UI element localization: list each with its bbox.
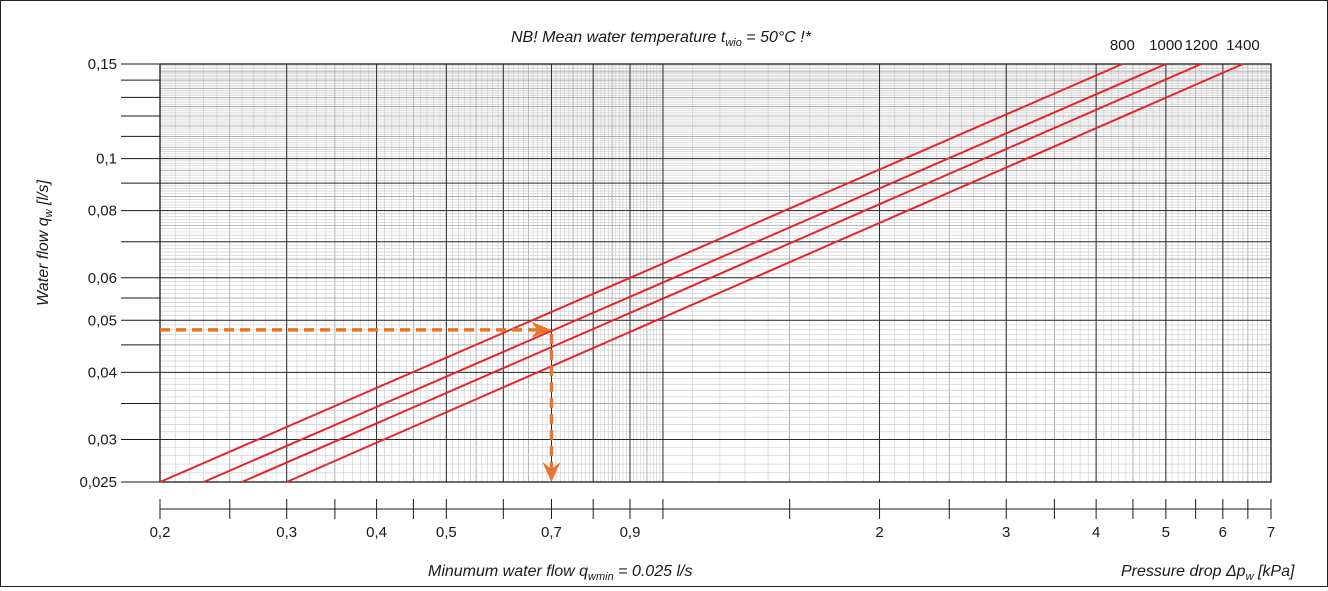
x-tick-label: 4 [1092,524,1100,541]
series-line-800 [159,63,1123,483]
example-reading [160,321,561,482]
axes [121,63,1272,519]
series-line-1200 [241,63,1202,483]
x-tick-label: 0,3 [276,524,297,541]
y-axis-label: Water flow qw [l/s] [35,179,55,305]
minor-grid [159,63,1272,483]
series-label-800: 800 [1110,37,1135,54]
series-label-1200: 1200 [1185,37,1218,54]
x-tick-label: 0,2 [150,524,171,541]
x-tick-label: 3 [1002,524,1010,541]
example-arrow-right [531,321,552,338]
x-tick-label: 6 [1219,524,1227,541]
series-label-1000: 1000 [1149,37,1182,54]
y-tick-label: 0,15 [88,56,117,73]
y-tick-label: 0,1 [96,151,117,168]
y-tick-label: 0,03 [88,431,117,448]
y-tick-label: 0,04 [88,364,117,381]
plot-frame [159,63,1272,483]
x-tick-label: 0,7 [541,524,562,541]
x-tick-label: 0,4 [366,524,387,541]
labels-group: 0,025 0,03 0,04 0,05 0,06 0,08 0,1 0,15 0,2 0,3 0,… [79,37,1275,541]
footnote-min-flow: Minumum water flow qwmin = 0.025 l/s [428,563,692,583]
x-tick-label: 0,5 [436,524,457,541]
x-tick-label: 0,9 [620,524,641,541]
y-tick-label: 0,025 [79,474,117,491]
y-tick-label: 0,06 [88,270,117,287]
series-group [159,63,1244,483]
example-arrow-down [542,462,561,482]
x-tick-label: 7 [1267,524,1275,541]
y-tick-label: 0,05 [88,312,117,329]
x-axis-label: Pressure drop Δpw [kPa] [1121,563,1295,583]
x-tick-label: 5 [1162,524,1170,541]
chart-title: NB! Mean water temperature twio = 50°C !… [511,29,812,49]
x-tick-label: 2 [875,524,883,541]
series-line-1000 [203,63,1167,483]
series-line-1400 [286,63,1244,483]
y-tick-label: 0,08 [88,203,117,220]
major-grid [159,63,1272,483]
series-label-1400: 1400 [1226,37,1259,54]
